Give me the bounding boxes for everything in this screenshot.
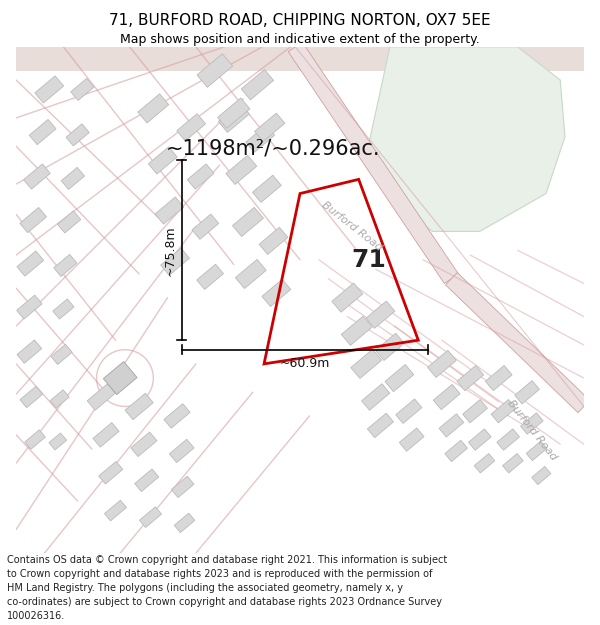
Polygon shape [241, 69, 274, 100]
Polygon shape [233, 208, 263, 236]
Polygon shape [485, 366, 512, 391]
Polygon shape [332, 283, 363, 312]
Polygon shape [51, 344, 72, 364]
Polygon shape [351, 349, 382, 378]
Text: Burford Road: Burford Road [320, 200, 384, 253]
Polygon shape [218, 103, 249, 132]
Polygon shape [497, 429, 520, 450]
Text: 71, BURFORD ROAD, CHIPPING NORTON, OX7 5EE: 71, BURFORD ROAD, CHIPPING NORTON, OX7 5… [109, 13, 491, 28]
Polygon shape [99, 461, 123, 484]
Polygon shape [25, 430, 46, 449]
Polygon shape [469, 429, 491, 450]
Polygon shape [17, 340, 42, 363]
Polygon shape [445, 440, 467, 462]
Polygon shape [93, 422, 119, 447]
Polygon shape [445, 272, 590, 412]
Polygon shape [20, 208, 47, 232]
Polygon shape [288, 42, 458, 284]
Polygon shape [54, 254, 77, 276]
Polygon shape [16, 47, 584, 71]
Polygon shape [362, 384, 390, 410]
Polygon shape [262, 279, 291, 306]
Polygon shape [515, 381, 539, 404]
Polygon shape [172, 476, 194, 498]
Text: ~1198m²/~0.296ac.: ~1198m²/~0.296ac. [166, 138, 380, 158]
Polygon shape [192, 214, 219, 239]
Polygon shape [17, 295, 42, 319]
Polygon shape [134, 469, 159, 491]
Text: Map shows position and indicative extent of the property.: Map shows position and indicative extent… [120, 32, 480, 46]
Polygon shape [103, 362, 137, 394]
Polygon shape [23, 164, 50, 189]
Polygon shape [131, 432, 157, 456]
Polygon shape [218, 98, 250, 128]
Polygon shape [366, 47, 565, 231]
Polygon shape [439, 414, 464, 437]
Polygon shape [104, 500, 127, 521]
Polygon shape [66, 124, 89, 146]
Polygon shape [521, 412, 543, 434]
Polygon shape [396, 399, 422, 424]
Polygon shape [366, 301, 395, 328]
Polygon shape [49, 433, 67, 450]
Polygon shape [433, 384, 460, 409]
Polygon shape [139, 507, 161, 528]
Polygon shape [169, 439, 194, 462]
Polygon shape [197, 264, 223, 289]
Polygon shape [161, 248, 190, 275]
Polygon shape [174, 513, 195, 532]
Polygon shape [254, 113, 285, 141]
Polygon shape [35, 76, 64, 103]
Polygon shape [259, 228, 288, 254]
Polygon shape [61, 168, 85, 189]
Polygon shape [253, 175, 281, 203]
Polygon shape [177, 114, 206, 141]
Polygon shape [53, 299, 74, 319]
Polygon shape [428, 350, 457, 378]
Polygon shape [503, 454, 523, 473]
Polygon shape [367, 413, 394, 437]
Polygon shape [71, 78, 94, 101]
Polygon shape [532, 466, 551, 484]
Polygon shape [246, 125, 275, 152]
Text: Contains OS data © Crown copyright and database right 2021. This information is : Contains OS data © Crown copyright and d… [7, 555, 448, 621]
Text: 71: 71 [351, 248, 386, 272]
Polygon shape [155, 197, 184, 224]
Polygon shape [463, 399, 487, 423]
Polygon shape [87, 384, 115, 410]
Polygon shape [20, 386, 43, 408]
Polygon shape [29, 119, 56, 144]
Text: ~60.9m: ~60.9m [280, 357, 330, 371]
Polygon shape [226, 156, 257, 184]
Polygon shape [235, 259, 266, 289]
Polygon shape [197, 54, 233, 88]
Polygon shape [341, 316, 372, 346]
Polygon shape [148, 147, 177, 174]
Polygon shape [138, 94, 169, 123]
Polygon shape [125, 393, 153, 419]
Polygon shape [164, 404, 190, 428]
Polygon shape [376, 333, 404, 361]
Polygon shape [491, 399, 516, 423]
Polygon shape [385, 364, 414, 392]
Polygon shape [400, 428, 424, 451]
Polygon shape [187, 164, 214, 189]
Polygon shape [50, 390, 69, 408]
Polygon shape [474, 454, 495, 473]
Text: ~75.8m: ~75.8m [164, 225, 177, 276]
Polygon shape [526, 441, 547, 461]
Polygon shape [457, 366, 484, 391]
Polygon shape [17, 251, 44, 276]
Polygon shape [58, 211, 81, 233]
Text: Burford Road: Burford Road [505, 398, 559, 462]
